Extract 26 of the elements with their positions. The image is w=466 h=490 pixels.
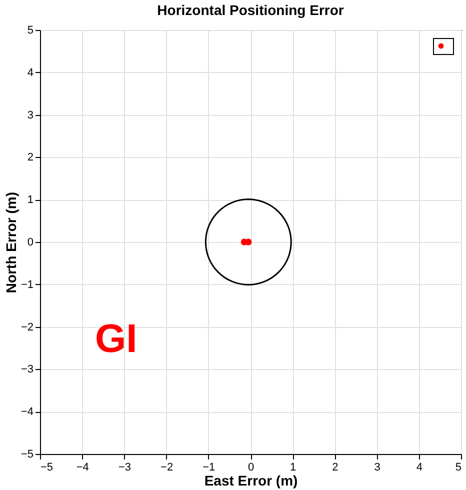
x-tick-label: −1 xyxy=(202,462,216,474)
x-tick-label: −5 xyxy=(40,462,54,474)
y-tick-label: 0 xyxy=(27,236,34,248)
x-tick-label: 1 xyxy=(290,462,296,474)
y-tick-label: −4 xyxy=(20,406,34,418)
y-tick-label: 2 xyxy=(27,152,34,164)
x-tick-label: −3 xyxy=(118,462,131,474)
chart-title: Horizontal Positioning Error xyxy=(157,2,344,18)
y-tick-label: −2 xyxy=(20,321,34,334)
y-tick-label: −5 xyxy=(20,448,34,460)
x-axis-title: East Error (m) xyxy=(204,472,298,488)
y-tick-label: 4 xyxy=(27,66,34,79)
x-tick-label: 3 xyxy=(374,462,380,474)
annotation: GI xyxy=(95,317,138,361)
x-tick-label: 4 xyxy=(416,462,422,474)
y-tick-label: 1 xyxy=(27,194,34,206)
x-tick-label: 0 xyxy=(248,462,254,474)
y-tick-label: 3 xyxy=(27,109,34,122)
y-tick-label: 5 xyxy=(27,24,34,36)
x-tick-label: 5 xyxy=(455,462,462,474)
y-axis-title: North Error (m) xyxy=(2,192,19,294)
y-tick-label: −3 xyxy=(20,364,34,376)
x-tick-label: −2 xyxy=(160,462,174,474)
x-tick-label: −4 xyxy=(76,462,89,474)
x-tick-label: 2 xyxy=(332,462,338,474)
y-tick-label: −1 xyxy=(20,278,34,291)
